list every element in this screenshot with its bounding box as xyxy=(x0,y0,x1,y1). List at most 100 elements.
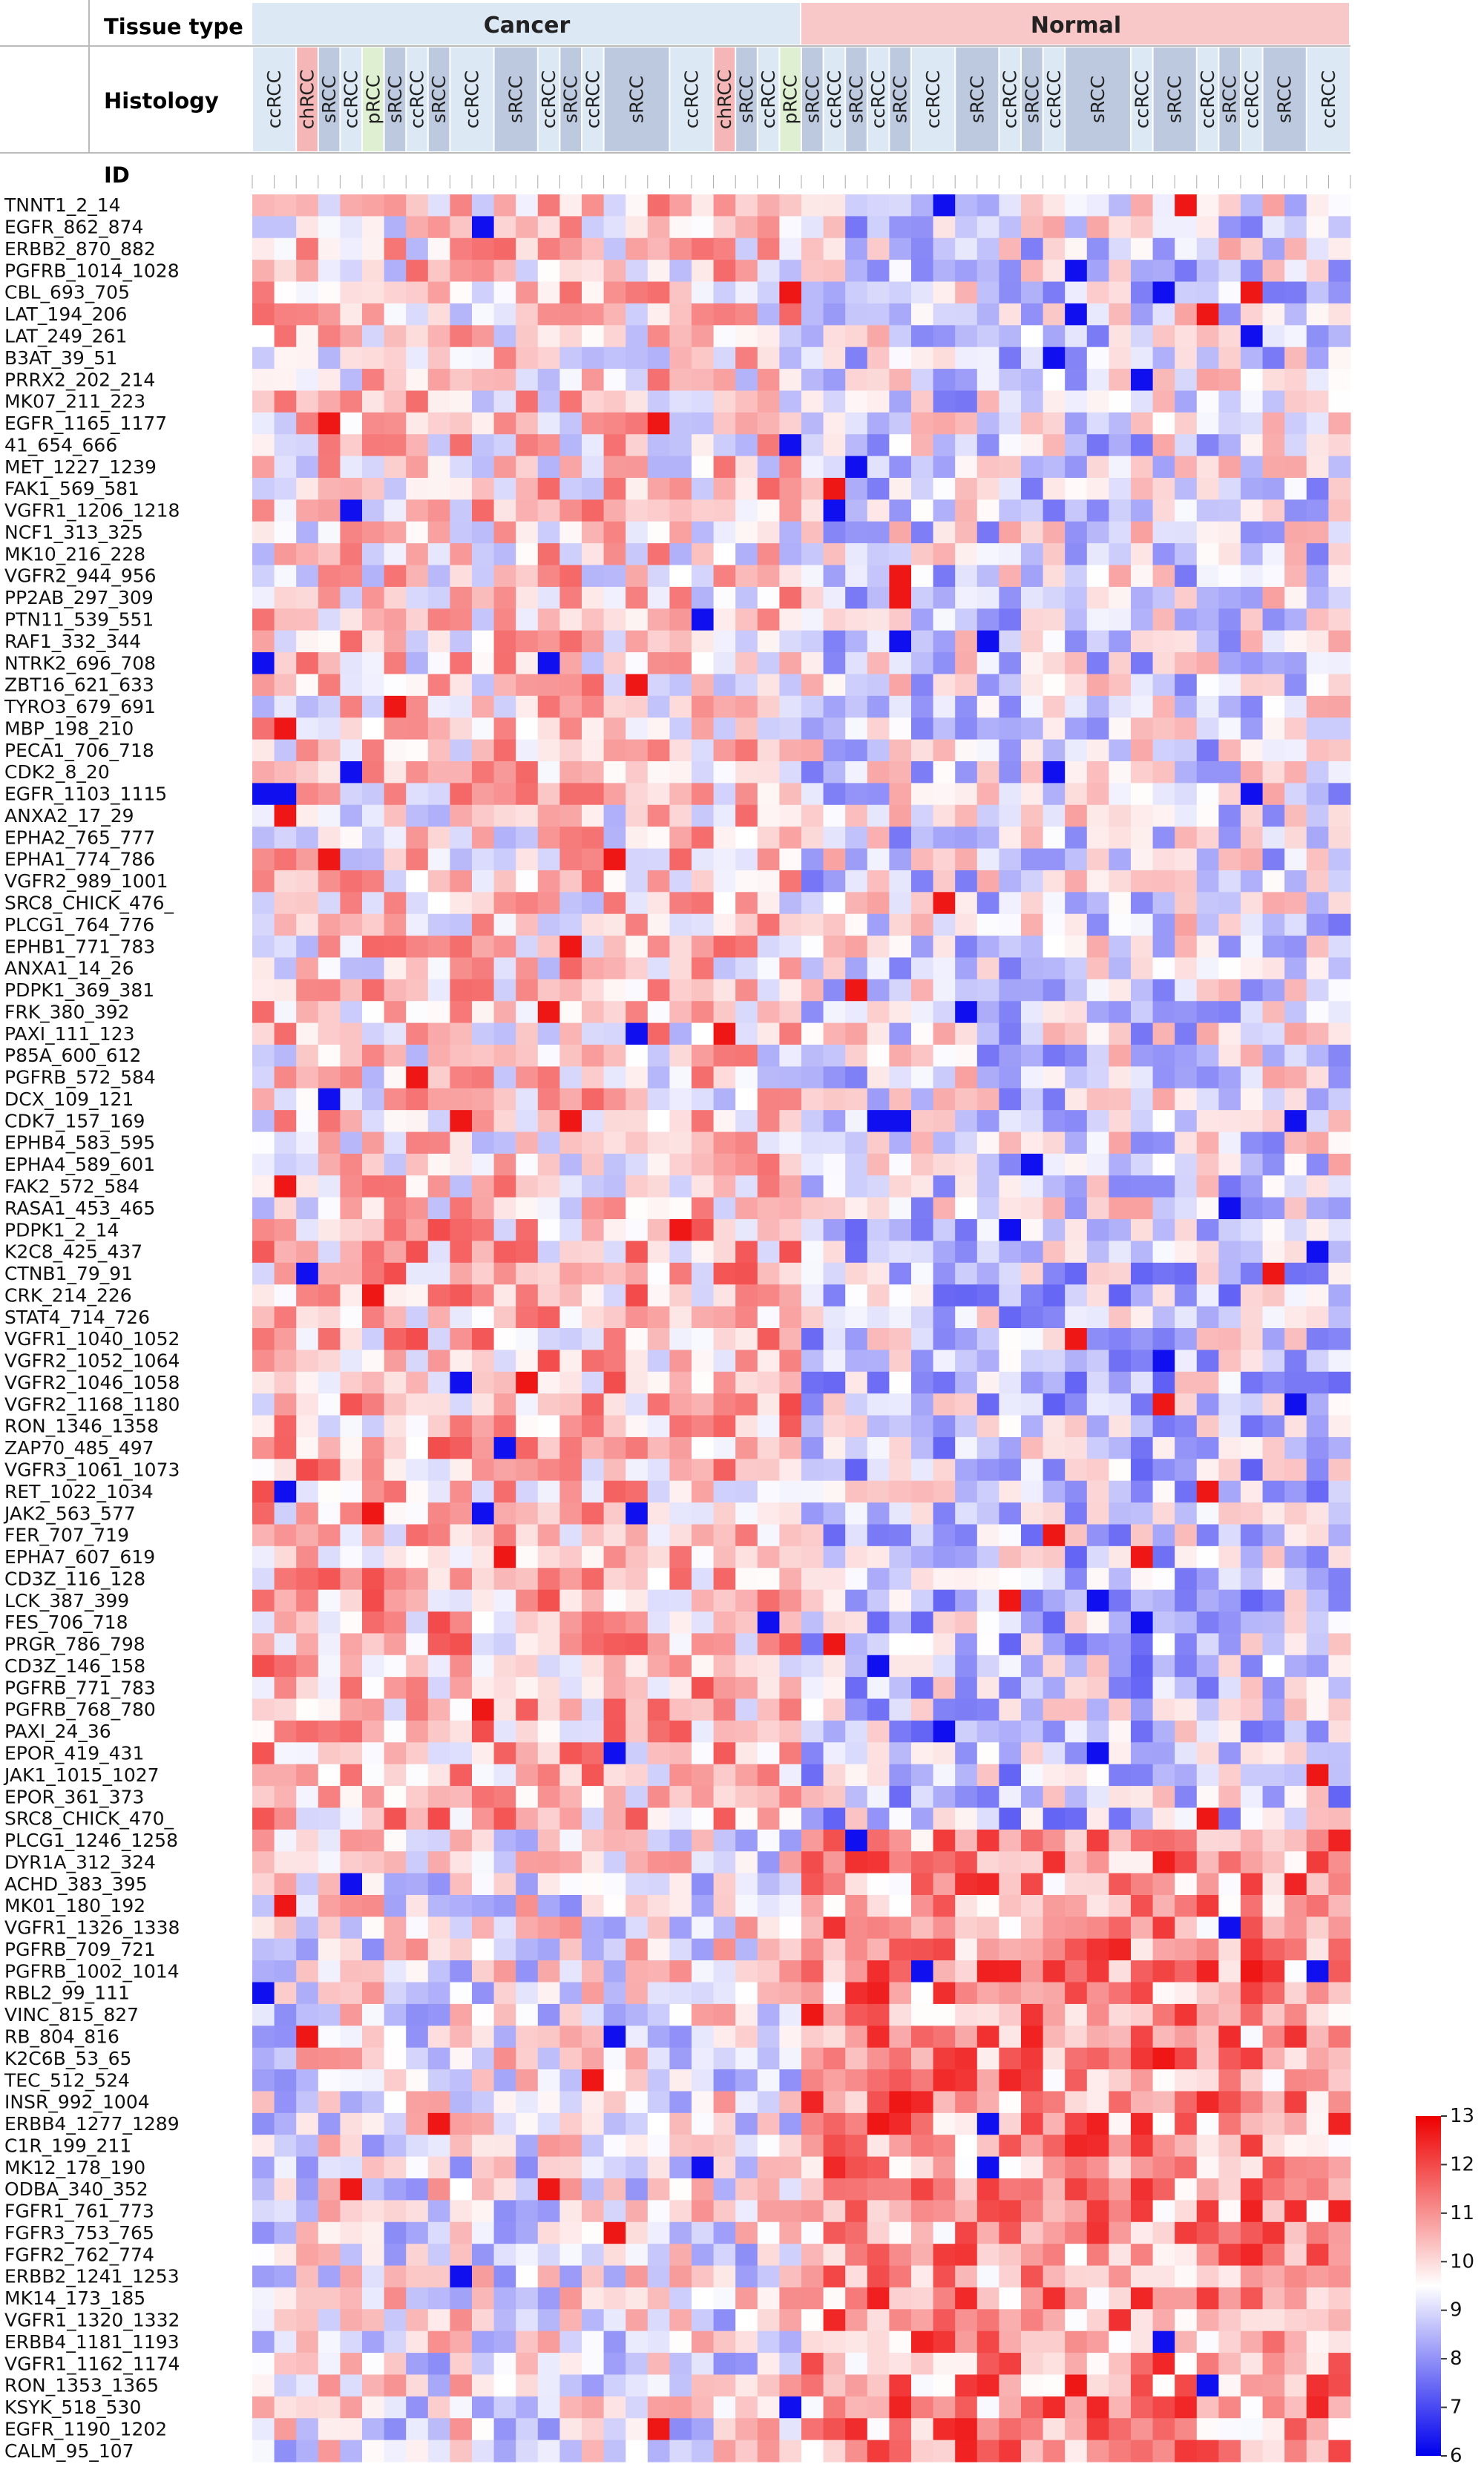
heatmap-cell xyxy=(1262,1873,1285,1896)
tissue-band-normal xyxy=(801,3,1349,45)
heatmap-cell xyxy=(472,717,495,740)
heatmap-cell xyxy=(1284,1698,1307,1721)
heatmap-cell xyxy=(472,2200,495,2223)
heatmap-cell xyxy=(406,565,429,588)
heatmap-cell xyxy=(889,1524,912,1547)
heatmap-cell xyxy=(845,303,868,326)
heatmap-cell xyxy=(735,804,758,827)
heatmap-cell xyxy=(999,804,1022,827)
heatmap-cell xyxy=(713,1568,736,1591)
heatmap-cell xyxy=(779,761,802,784)
heatmap-cell xyxy=(1262,1022,1285,1045)
heatmap-cell xyxy=(801,2112,824,2135)
heatmap-cell xyxy=(626,1175,649,1198)
heatmap-cell xyxy=(1043,586,1066,609)
heatmap-cell xyxy=(735,761,758,784)
heatmap-cell xyxy=(911,521,934,544)
heatmap-cell xyxy=(823,1916,846,1939)
heatmap-cell xyxy=(603,1742,626,1765)
heatmap-cell xyxy=(559,237,582,260)
heatmap-cell xyxy=(1021,1786,1044,1808)
heatmap-cell xyxy=(603,804,626,827)
heatmap-cell xyxy=(823,2003,846,2026)
heatmap-cell xyxy=(911,1829,934,1852)
heatmap-cell xyxy=(1262,1197,1285,1220)
heatmap-cell xyxy=(1306,739,1329,762)
heatmap-cell xyxy=(1196,1045,1219,1067)
heatmap-cell xyxy=(1306,1960,1329,1983)
heatmap-cell xyxy=(976,499,999,522)
heatmap-cell xyxy=(1241,1371,1264,1394)
heatmap-cell xyxy=(582,1612,605,1634)
heatmap-cell xyxy=(867,1219,890,1241)
heatmap-cell xyxy=(384,1960,407,1983)
heatmap-cell xyxy=(1043,2221,1066,2244)
heatmap-cell xyxy=(340,2026,363,2049)
heatmap-cell xyxy=(669,1807,692,1830)
heatmap-cell xyxy=(340,848,363,871)
heatmap-cell xyxy=(757,1197,780,1220)
histology-label-ccrcc: ccRCC xyxy=(407,70,428,129)
heatmap-cell xyxy=(1175,499,1198,522)
heatmap-cell xyxy=(1241,1022,1264,1045)
heatmap-cell xyxy=(1328,1197,1351,1220)
heatmap-cell xyxy=(1131,695,1154,718)
heatmap-cell xyxy=(1043,499,1066,522)
heatmap-cell xyxy=(713,1153,736,1176)
heatmap-cell xyxy=(1043,1938,1066,1961)
heatmap-cell xyxy=(1021,1677,1044,1700)
heatmap-cell xyxy=(801,1960,824,1983)
heatmap-cell xyxy=(1241,586,1264,609)
heatmap-cell xyxy=(1306,1066,1329,1089)
heatmap-cell xyxy=(999,717,1022,740)
heatmap-cell xyxy=(1021,804,1044,827)
heatmap-cell xyxy=(713,1807,736,1830)
heatmap-cell xyxy=(757,1088,780,1111)
heatmap-cell xyxy=(1262,1350,1285,1373)
heatmap-cell xyxy=(911,2026,934,2049)
heatmap-cell xyxy=(911,1873,934,1896)
row-label: K2C8_425_437 xyxy=(4,1241,142,1263)
histology-cell xyxy=(1263,47,1306,151)
heatmap-cell xyxy=(999,870,1022,893)
heatmap-cell xyxy=(516,1393,539,1416)
heatmap-cell xyxy=(362,652,385,674)
heatmap-cell xyxy=(1196,652,1219,674)
heatmap-cell xyxy=(252,586,275,609)
heatmap-cell xyxy=(493,2047,516,2070)
heatmap-cell xyxy=(274,2026,297,2049)
histology-cell xyxy=(318,47,340,151)
heatmap-cell xyxy=(976,1807,999,1830)
row-label: FER_707_719 xyxy=(4,1525,129,1546)
histology-label-ccrcc: ccRCC xyxy=(538,70,559,129)
heatmap-cell xyxy=(516,2156,539,2179)
heatmap-cell xyxy=(801,2178,824,2201)
heatmap-cell xyxy=(1241,1742,1264,1765)
heatmap-cell xyxy=(427,1436,450,1459)
heatmap-cell xyxy=(537,499,560,522)
heatmap-cell xyxy=(1086,2221,1109,2244)
heatmap-cell xyxy=(384,1131,407,1154)
heatmap-cell xyxy=(801,194,824,217)
heatmap-cell xyxy=(1152,827,1175,850)
heatmap-cell xyxy=(384,1371,407,1394)
heatmap-cell xyxy=(318,2135,341,2158)
heatmap-cell xyxy=(1328,1131,1351,1154)
heatmap-cell xyxy=(1043,1677,1066,1700)
heatmap-cell xyxy=(340,303,363,326)
row-label: RET_1022_1034 xyxy=(4,1481,154,1502)
heatmap-cell xyxy=(647,1175,670,1198)
heatmap-cell xyxy=(1021,1612,1044,1634)
heatmap-cell xyxy=(582,761,605,784)
heatmap-cell xyxy=(472,1436,495,1459)
heatmap-cell xyxy=(823,2069,846,2092)
heatmap-cell xyxy=(427,1938,450,1961)
heatmap-cell xyxy=(603,346,626,369)
heatmap-cell xyxy=(889,1262,912,1285)
heatmap-cell xyxy=(406,804,429,827)
heatmap-cell xyxy=(274,1197,297,1220)
heatmap-cell xyxy=(1328,608,1351,631)
heatmap-cell xyxy=(823,1328,846,1350)
heatmap-cell xyxy=(493,369,516,391)
heatmap-cell xyxy=(427,1764,450,1787)
